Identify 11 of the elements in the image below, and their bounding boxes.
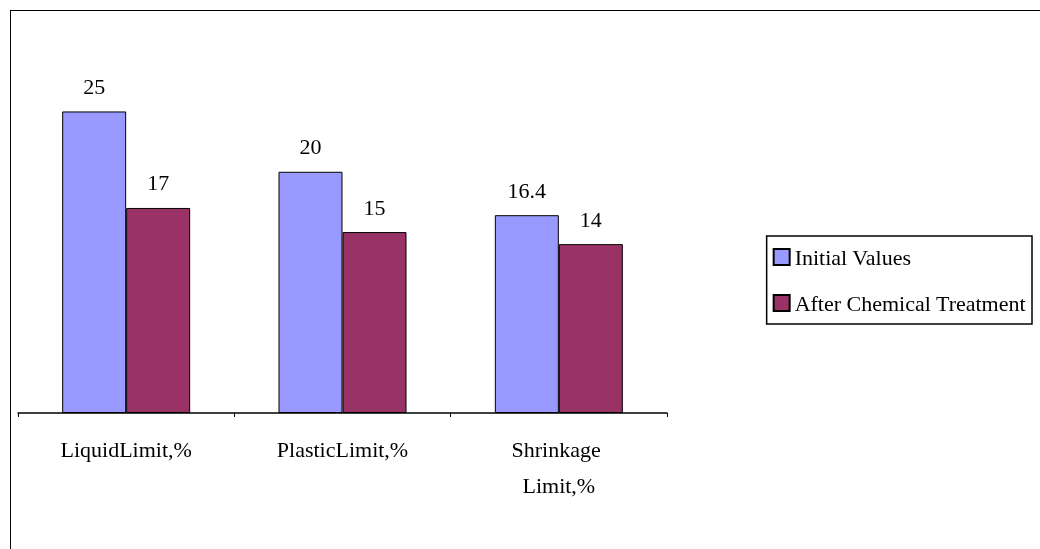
data-label: 20: [299, 134, 322, 160]
data-label: 16.4: [507, 177, 547, 203]
x-tick-label: LiquidLimit,%: [60, 436, 192, 462]
x-tick-label: Shrinkage Limit,%: [511, 436, 607, 498]
data-label: 14: [579, 206, 602, 232]
data-label: 25: [83, 73, 106, 99]
x-tick-label: PlasticLimit,%: [276, 436, 409, 462]
data-label: 15: [363, 194, 386, 220]
legend-label: After Chemical Treatment: [794, 290, 1026, 316]
legend-label: Initial Values: [794, 244, 911, 270]
data-label: 17: [147, 170, 170, 196]
